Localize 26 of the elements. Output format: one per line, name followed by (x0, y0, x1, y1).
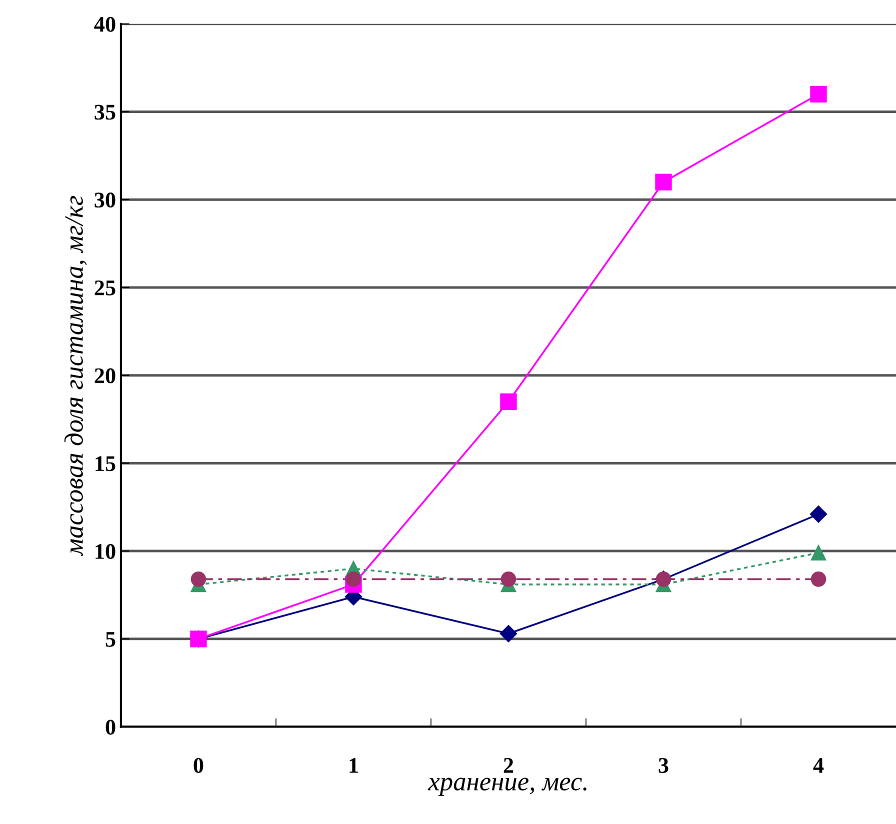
point (810, 86, 827, 103)
x-tick-label: 4 (813, 758, 824, 773)
point (190, 572, 206, 587)
y-tick-label: 35 (94, 104, 116, 120)
point (655, 174, 672, 190)
y-tick-label: 0 (106, 720, 116, 735)
y-tick-label: 10 (96, 544, 116, 559)
y-tick-label: 30 (94, 192, 116, 208)
point (810, 545, 826, 560)
x-axis-title: хранение, мес. (428, 778, 586, 796)
point (500, 625, 518, 642)
point (500, 393, 517, 410)
point (346, 572, 362, 587)
y-tick-label: 40 (94, 16, 116, 32)
y-axis-title: массовая доля гистамина, мг/кг (64, 196, 87, 556)
y-tick-label: 25 (94, 280, 116, 296)
point (810, 506, 828, 523)
x-tick-label: 3 (658, 758, 668, 773)
x-tick-label: 0 (194, 758, 204, 773)
x-tick-label: 2 (504, 758, 514, 773)
point (810, 572, 826, 587)
y-tick-label: 15 (96, 456, 116, 472)
point (500, 572, 516, 587)
y-tick-label: 5 (106, 632, 116, 647)
x-tick-label: 1 (350, 758, 358, 773)
y-tick-label: 20 (94, 368, 116, 384)
